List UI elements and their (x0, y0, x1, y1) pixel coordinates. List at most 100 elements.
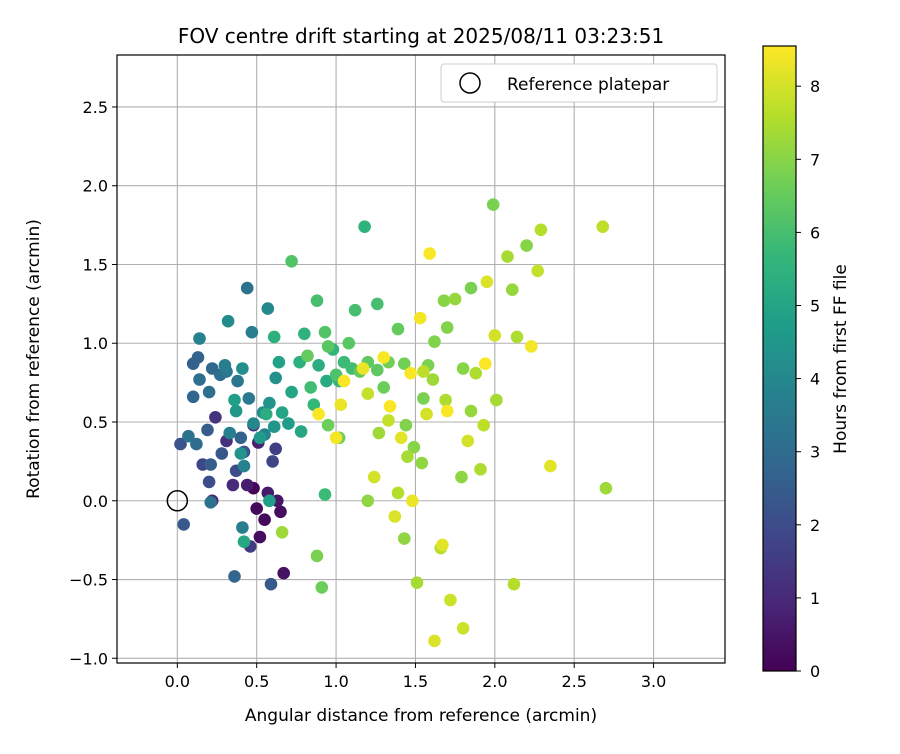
data-point (417, 392, 430, 405)
data-point (275, 406, 289, 419)
data-point (247, 417, 260, 430)
data-point (209, 411, 222, 424)
data-point (371, 297, 384, 311)
data-point (218, 359, 232, 372)
x-tick-label: 3.0 (641, 672, 666, 691)
data-point (415, 456, 429, 470)
data-point (285, 254, 298, 268)
data-point (406, 494, 419, 508)
data-point (377, 351, 391, 364)
data-point (501, 250, 514, 263)
data-point (304, 381, 318, 394)
data-point (237, 459, 251, 473)
data-point (229, 404, 243, 418)
data-point (236, 521, 249, 534)
colorbar-tick-label: 2 (810, 516, 820, 535)
data-point (310, 549, 324, 563)
data-point (261, 302, 275, 315)
data-point (193, 332, 206, 345)
x-tick-label: 1.0 (323, 672, 348, 691)
data-point (177, 518, 190, 531)
legend-box (440, 63, 718, 103)
data-point (263, 494, 276, 508)
data-point (477, 418, 491, 432)
data-point (193, 373, 206, 386)
data-point (531, 264, 544, 278)
data-point (190, 437, 203, 451)
data-point (250, 502, 263, 515)
data-point (417, 365, 430, 378)
data-point (383, 400, 397, 413)
data-point (320, 374, 333, 388)
data-point (490, 393, 503, 407)
data-point (461, 434, 475, 448)
data-point (231, 374, 244, 388)
chart-title: FOV centre drift starting at 2025/08/11 … (178, 24, 664, 48)
data-point (318, 488, 332, 501)
data-point (437, 294, 451, 308)
data-point (258, 513, 271, 526)
data-point (310, 294, 324, 308)
data-point (377, 381, 391, 394)
data-point (358, 220, 371, 233)
data-point (391, 322, 405, 336)
colorbar: 0 1 2 3 4 5 6 7 8 Hours from first FF file (762, 45, 851, 681)
data-point (382, 414, 395, 427)
plot-frame (116, 54, 726, 664)
x-tick-label: 0.5 (244, 672, 269, 691)
data-point (456, 622, 470, 635)
data-point (486, 198, 500, 211)
legend: Reference platepar (440, 63, 718, 103)
y-tick-label: 0.5 (83, 413, 108, 432)
colorbar-tick-label: 7 (810, 150, 820, 169)
data-point (440, 404, 454, 418)
data-point (469, 366, 483, 380)
data-point (223, 426, 236, 440)
data-point (269, 371, 283, 385)
data-point (202, 475, 216, 489)
data-points (174, 198, 613, 648)
x-tick-label: 2.0 (482, 672, 507, 691)
data-point (464, 404, 478, 418)
data-point (488, 329, 502, 342)
data-point (510, 330, 524, 344)
data-point (599, 481, 613, 495)
data-point (245, 325, 259, 339)
data-point (282, 417, 295, 430)
data-point (401, 450, 414, 464)
data-point (388, 510, 402, 523)
data-point (404, 366, 418, 380)
data-point (525, 340, 538, 353)
data-point (285, 385, 298, 399)
data-point (266, 455, 279, 468)
data-point (440, 321, 454, 334)
data-point (201, 423, 214, 437)
data-point (407, 440, 421, 454)
data-point (312, 407, 325, 421)
data-point (398, 357, 411, 371)
data-point (234, 447, 248, 460)
data-point (439, 393, 452, 407)
data-point (413, 311, 427, 325)
y-tick-label: 1.0 (83, 334, 108, 353)
y-tick-label: −0.5 (69, 571, 108, 590)
x-tick-label: 0.0 (165, 672, 190, 691)
data-point (356, 362, 370, 375)
y-tick-label: 0.0 (83, 492, 108, 511)
x-tick-label: 2.5 (561, 672, 586, 691)
colorbar-ticks: 0 1 2 3 4 5 6 7 8 (796, 77, 820, 681)
colorbar-tick-label: 6 (810, 223, 820, 242)
data-point (596, 220, 610, 233)
data-point (221, 314, 235, 328)
data-point (455, 470, 468, 484)
data-point (228, 393, 241, 407)
data-point (272, 355, 286, 369)
data-point (544, 459, 557, 473)
data-point (228, 570, 241, 583)
data-point (464, 281, 478, 295)
data-point (428, 335, 441, 349)
data-point (186, 390, 200, 404)
data-point (236, 362, 249, 375)
colorbar-tick-label: 8 (810, 77, 820, 96)
y-axis-ticks: −1.0 −0.5 0.0 0.5 1.0 1.5 2.0 2.5 (69, 98, 117, 668)
